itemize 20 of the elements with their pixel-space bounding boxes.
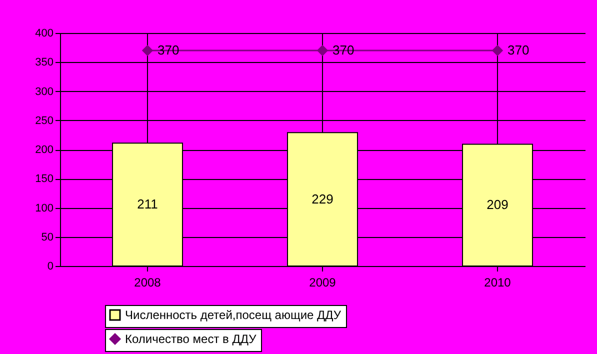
x-tick-label: 2009 xyxy=(309,276,336,290)
y-tick-label: 50 xyxy=(41,231,54,244)
y-tick-label: 150 xyxy=(35,173,54,186)
legend-label: Численность детей,посещ ающие ДДУ xyxy=(125,308,342,322)
data-label: 370 xyxy=(332,42,354,58)
y-tick-label: 350 xyxy=(35,56,54,69)
y-tick-label: 200 xyxy=(35,144,54,156)
legend-label: Количество мест в ДДУ xyxy=(125,332,257,346)
y-tick-label: 400 xyxy=(35,28,54,40)
data-label: 229 xyxy=(312,191,334,206)
y-tick-label: 250 xyxy=(35,114,54,127)
y-tick-label: 0 xyxy=(47,260,54,272)
y-tick-label: 100 xyxy=(35,202,54,214)
data-label: 370 xyxy=(158,42,180,58)
data-label: 209 xyxy=(486,197,508,212)
x-tick-label: 2010 xyxy=(484,276,512,290)
data-label: 211 xyxy=(137,196,158,212)
y-tick-label: 300 xyxy=(35,86,54,98)
data-label: 370 xyxy=(508,42,530,58)
x-tick-label: 2008 xyxy=(134,276,162,290)
